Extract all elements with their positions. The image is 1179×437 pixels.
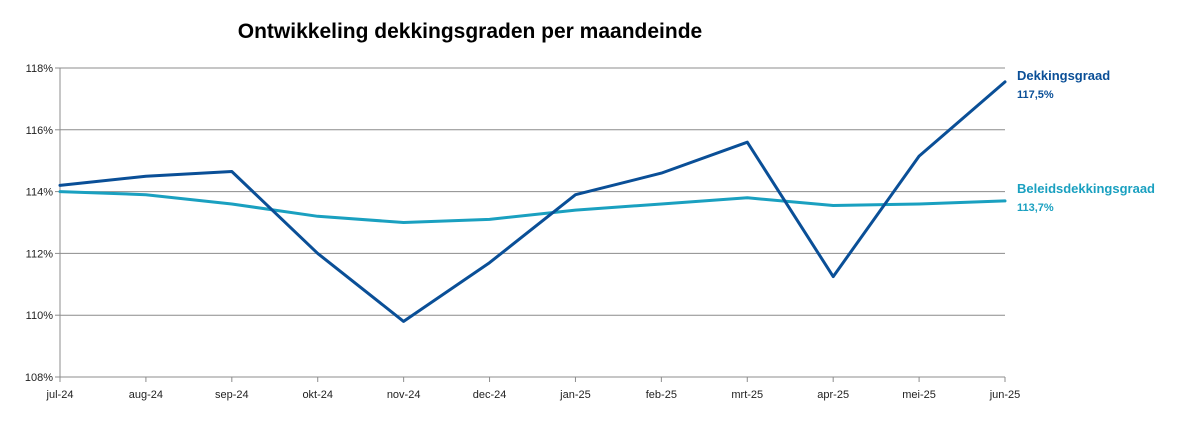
x-tick-label: mei-25 [902, 389, 936, 401]
x-tick-label: dec-24 [473, 389, 507, 401]
y-tick-label: 114% [26, 187, 54, 199]
x-tick-label: feb-25 [646, 389, 677, 401]
y-tick-label: 118% [26, 63, 54, 75]
x-tick-label: jul-24 [46, 389, 74, 401]
series-end-value: 117,5% [1017, 89, 1054, 101]
series-end-labels: Dekkingsgraad 117,5% Beleidsdekkingsgraad 1… [1017, 68, 1155, 214]
series-name-label: Dekkingsgraad [1017, 68, 1110, 83]
y-tick-label: 108% [25, 372, 53, 384]
x-tick-label: jan-25 [559, 389, 591, 401]
series-line-beleidsdekkingsgraad [58, 190, 1007, 224]
axes: 108% 110% 112% 114% 116% 118% jul-24 aug-24 sep-… [25, 63, 1020, 401]
y-tick-label: 112% [26, 248, 54, 260]
series-line-dekkingsgraad [58, 80, 1007, 323]
series-name-label: Beleidsdekkingsgraad [1017, 181, 1155, 196]
x-tick-label: nov-24 [387, 389, 421, 401]
x-tick-label: aug-24 [129, 389, 163, 401]
y-tick-label: 116% [26, 125, 54, 137]
x-tick-label: okt-24 [302, 389, 333, 401]
y-tick-label: 110% [26, 310, 54, 322]
series-end-value: 113,7% [1017, 202, 1054, 214]
gridlines [60, 67, 1005, 316]
chart-title: Ontwikkeling dekkingsgraden per maandein… [238, 20, 702, 43]
x-tick-label: jun-25 [989, 389, 1021, 401]
x-tick-label: sep-24 [215, 389, 249, 401]
series-lines [58, 80, 1007, 323]
x-tick-label: mrt-25 [731, 389, 763, 401]
x-tick-label: apr-25 [817, 389, 849, 401]
